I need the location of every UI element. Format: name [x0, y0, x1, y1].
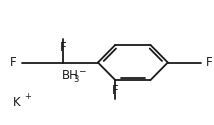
Text: F: F [60, 41, 66, 54]
Text: F: F [206, 56, 213, 69]
Text: F: F [112, 84, 119, 97]
Text: K: K [13, 96, 20, 109]
Text: 3: 3 [73, 75, 78, 84]
Text: −: − [78, 66, 85, 76]
Text: BH: BH [62, 69, 79, 82]
Text: +: + [24, 92, 31, 101]
Text: F: F [10, 56, 17, 69]
